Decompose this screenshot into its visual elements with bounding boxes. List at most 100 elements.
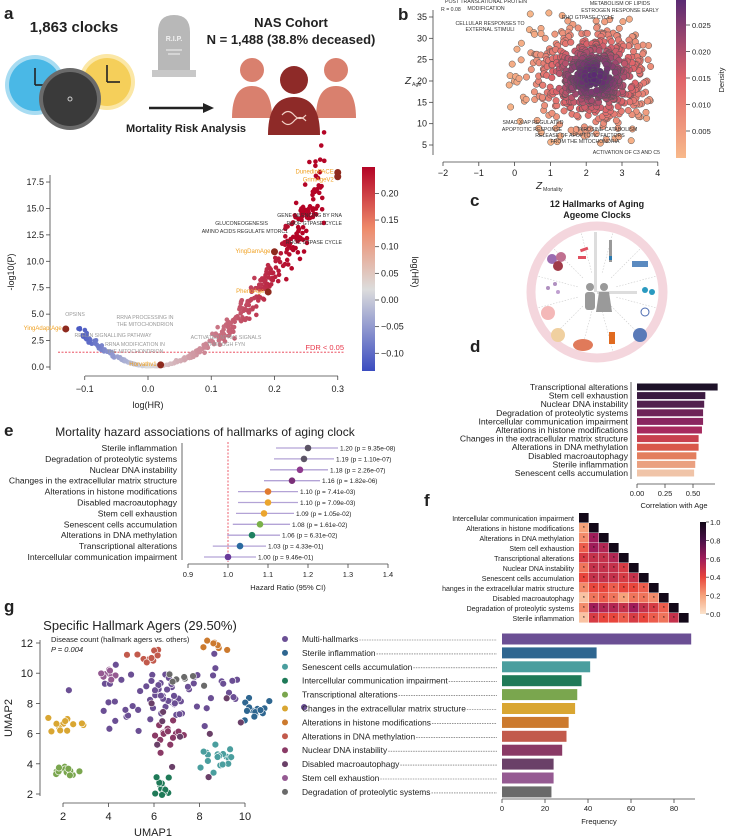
heatmap-cell[interactable]: [579, 523, 589, 533]
heatmap-cell[interactable]: [599, 593, 609, 603]
frequency-bar[interactable]: [502, 647, 597, 659]
heatmap-cell[interactable]: [589, 533, 599, 543]
heatmap-cell[interactable]: [579, 533, 589, 543]
correlation-bar[interactable]: [637, 443, 699, 451]
heatmap-cell[interactable]: [619, 613, 629, 623]
heatmap-cell[interactable]: [629, 593, 639, 603]
hazard-ratio-point[interactable]: [264, 499, 272, 506]
heatmap-cell[interactable]: [619, 573, 629, 583]
heatmap-cell[interactable]: [649, 593, 659, 603]
heatmap-cell[interactable]: [609, 583, 619, 593]
heatmap-cell[interactable]: [579, 583, 589, 593]
heatmap-cell[interactable]: [639, 573, 649, 583]
frequency-bar[interactable]: [502, 689, 578, 701]
frequency-bar[interactable]: [502, 675, 582, 687]
heatmap-cell[interactable]: [579, 543, 589, 553]
correlation-bar[interactable]: [637, 400, 705, 408]
heatmap-cell[interactable]: [599, 543, 609, 553]
heatmap-cell[interactable]: [629, 563, 639, 573]
hazard-ratio-point[interactable]: [236, 542, 244, 550]
heatmap-cell[interactable]: [579, 603, 589, 613]
heatmap-cell[interactable]: [609, 553, 619, 563]
heatmap-cell[interactable]: [609, 573, 619, 583]
correlation-bar[interactable]: [637, 426, 702, 434]
heatmap-cell[interactable]: [589, 543, 599, 553]
heatmap-cell[interactable]: [629, 573, 639, 583]
heatmap-cell[interactable]: [619, 563, 629, 573]
heatmap-cell[interactable]: [579, 573, 589, 583]
heatmap-cell[interactable]: [589, 603, 599, 613]
heatmap-cell[interactable]: [589, 553, 599, 563]
hazard-ratio-point[interactable]: [296, 466, 304, 474]
heatmap-cell[interactable]: [659, 593, 669, 603]
heatmap-cell[interactable]: [589, 593, 599, 603]
frequency-bar[interactable]: [502, 716, 569, 728]
correlation-bar[interactable]: [637, 409, 704, 417]
heatmap-cell[interactable]: [599, 583, 609, 593]
heatmap-cell[interactable]: [599, 533, 609, 543]
heatmap-cell[interactable]: [589, 523, 599, 533]
heatmap-cell[interactable]: [659, 613, 669, 623]
hazard-ratio-point[interactable]: [304, 444, 312, 452]
hazard-ratio-point[interactable]: [300, 455, 308, 463]
heatmap-cell[interactable]: [599, 603, 609, 613]
heatmap-cell[interactable]: [659, 603, 669, 613]
clock-point[interactable]: [334, 173, 342, 181]
heatmap-cell[interactable]: [599, 613, 609, 623]
hazard-ratio-point[interactable]: [248, 531, 256, 539]
heatmap-cell[interactable]: [639, 613, 649, 623]
heatmap-cell[interactable]: [579, 513, 589, 523]
heatmap-cell[interactable]: [609, 543, 619, 553]
hazard-ratio-point[interactable]: [288, 477, 296, 485]
heatmap-cell[interactable]: [579, 593, 589, 603]
heatmap-cell[interactable]: [609, 613, 619, 623]
heatmap-cell[interactable]: [649, 583, 659, 593]
heatmap-cell[interactable]: [599, 563, 609, 573]
frequency-bar[interactable]: [502, 633, 692, 645]
heatmap-cell[interactable]: [629, 603, 639, 613]
hazard-ratio-point[interactable]: [260, 510, 268, 517]
heatmap-cell[interactable]: [619, 553, 629, 563]
frequency-bar[interactable]: [502, 786, 552, 798]
hazard-ratio-point[interactable]: [224, 553, 232, 561]
clock-point[interactable]: [62, 325, 70, 333]
correlation-bar[interactable]: [637, 435, 699, 443]
frequency-bar[interactable]: [502, 758, 554, 770]
frequency-bar[interactable]: [502, 703, 576, 714]
correlation-bar[interactable]: [637, 452, 697, 460]
heatmap-cell[interactable]: [579, 613, 589, 623]
correlation-bar[interactable]: [637, 383, 718, 391]
heatmap-cell[interactable]: [579, 553, 589, 563]
heatmap-cell[interactable]: [619, 603, 629, 613]
heatmap-cell[interactable]: [589, 563, 599, 573]
heatmap-cell[interactable]: [589, 583, 599, 593]
clock-point[interactable]: [157, 361, 165, 369]
heatmap-cell[interactable]: [629, 583, 639, 593]
heatmap-cell[interactable]: [589, 613, 599, 623]
correlation-bar[interactable]: [637, 460, 696, 468]
heatmap-cell[interactable]: [599, 573, 609, 583]
heatmap-cell[interactable]: [619, 593, 629, 603]
frequency-bar[interactable]: [502, 744, 563, 756]
heatmap-cell[interactable]: [589, 573, 599, 583]
frequency-bar[interactable]: [502, 772, 554, 784]
heatmap-cell[interactable]: [609, 563, 619, 573]
correlation-bar[interactable]: [637, 417, 704, 425]
heatmap-cell[interactable]: [649, 603, 659, 613]
heatmap-cell[interactable]: [649, 613, 659, 623]
heatmap-cell[interactable]: [639, 593, 649, 603]
heatmap-cell[interactable]: [609, 593, 619, 603]
heatmap-cell[interactable]: [679, 613, 689, 623]
frequency-bar[interactable]: [502, 730, 567, 742]
hazard-ratio-point[interactable]: [256, 521, 264, 528]
heatmap-cell[interactable]: [669, 613, 679, 623]
hazard-ratio-point[interactable]: [264, 488, 272, 495]
correlation-bar[interactable]: [637, 392, 706, 400]
heatmap-cell[interactable]: [639, 603, 649, 613]
heatmap-cell[interactable]: [669, 603, 679, 613]
heatmap-cell[interactable]: [639, 583, 649, 593]
correlation-bar[interactable]: [637, 469, 695, 477]
clock-point[interactable]: [264, 288, 272, 296]
heatmap-cell[interactable]: [629, 613, 639, 623]
heatmap-cell[interactable]: [599, 553, 609, 563]
